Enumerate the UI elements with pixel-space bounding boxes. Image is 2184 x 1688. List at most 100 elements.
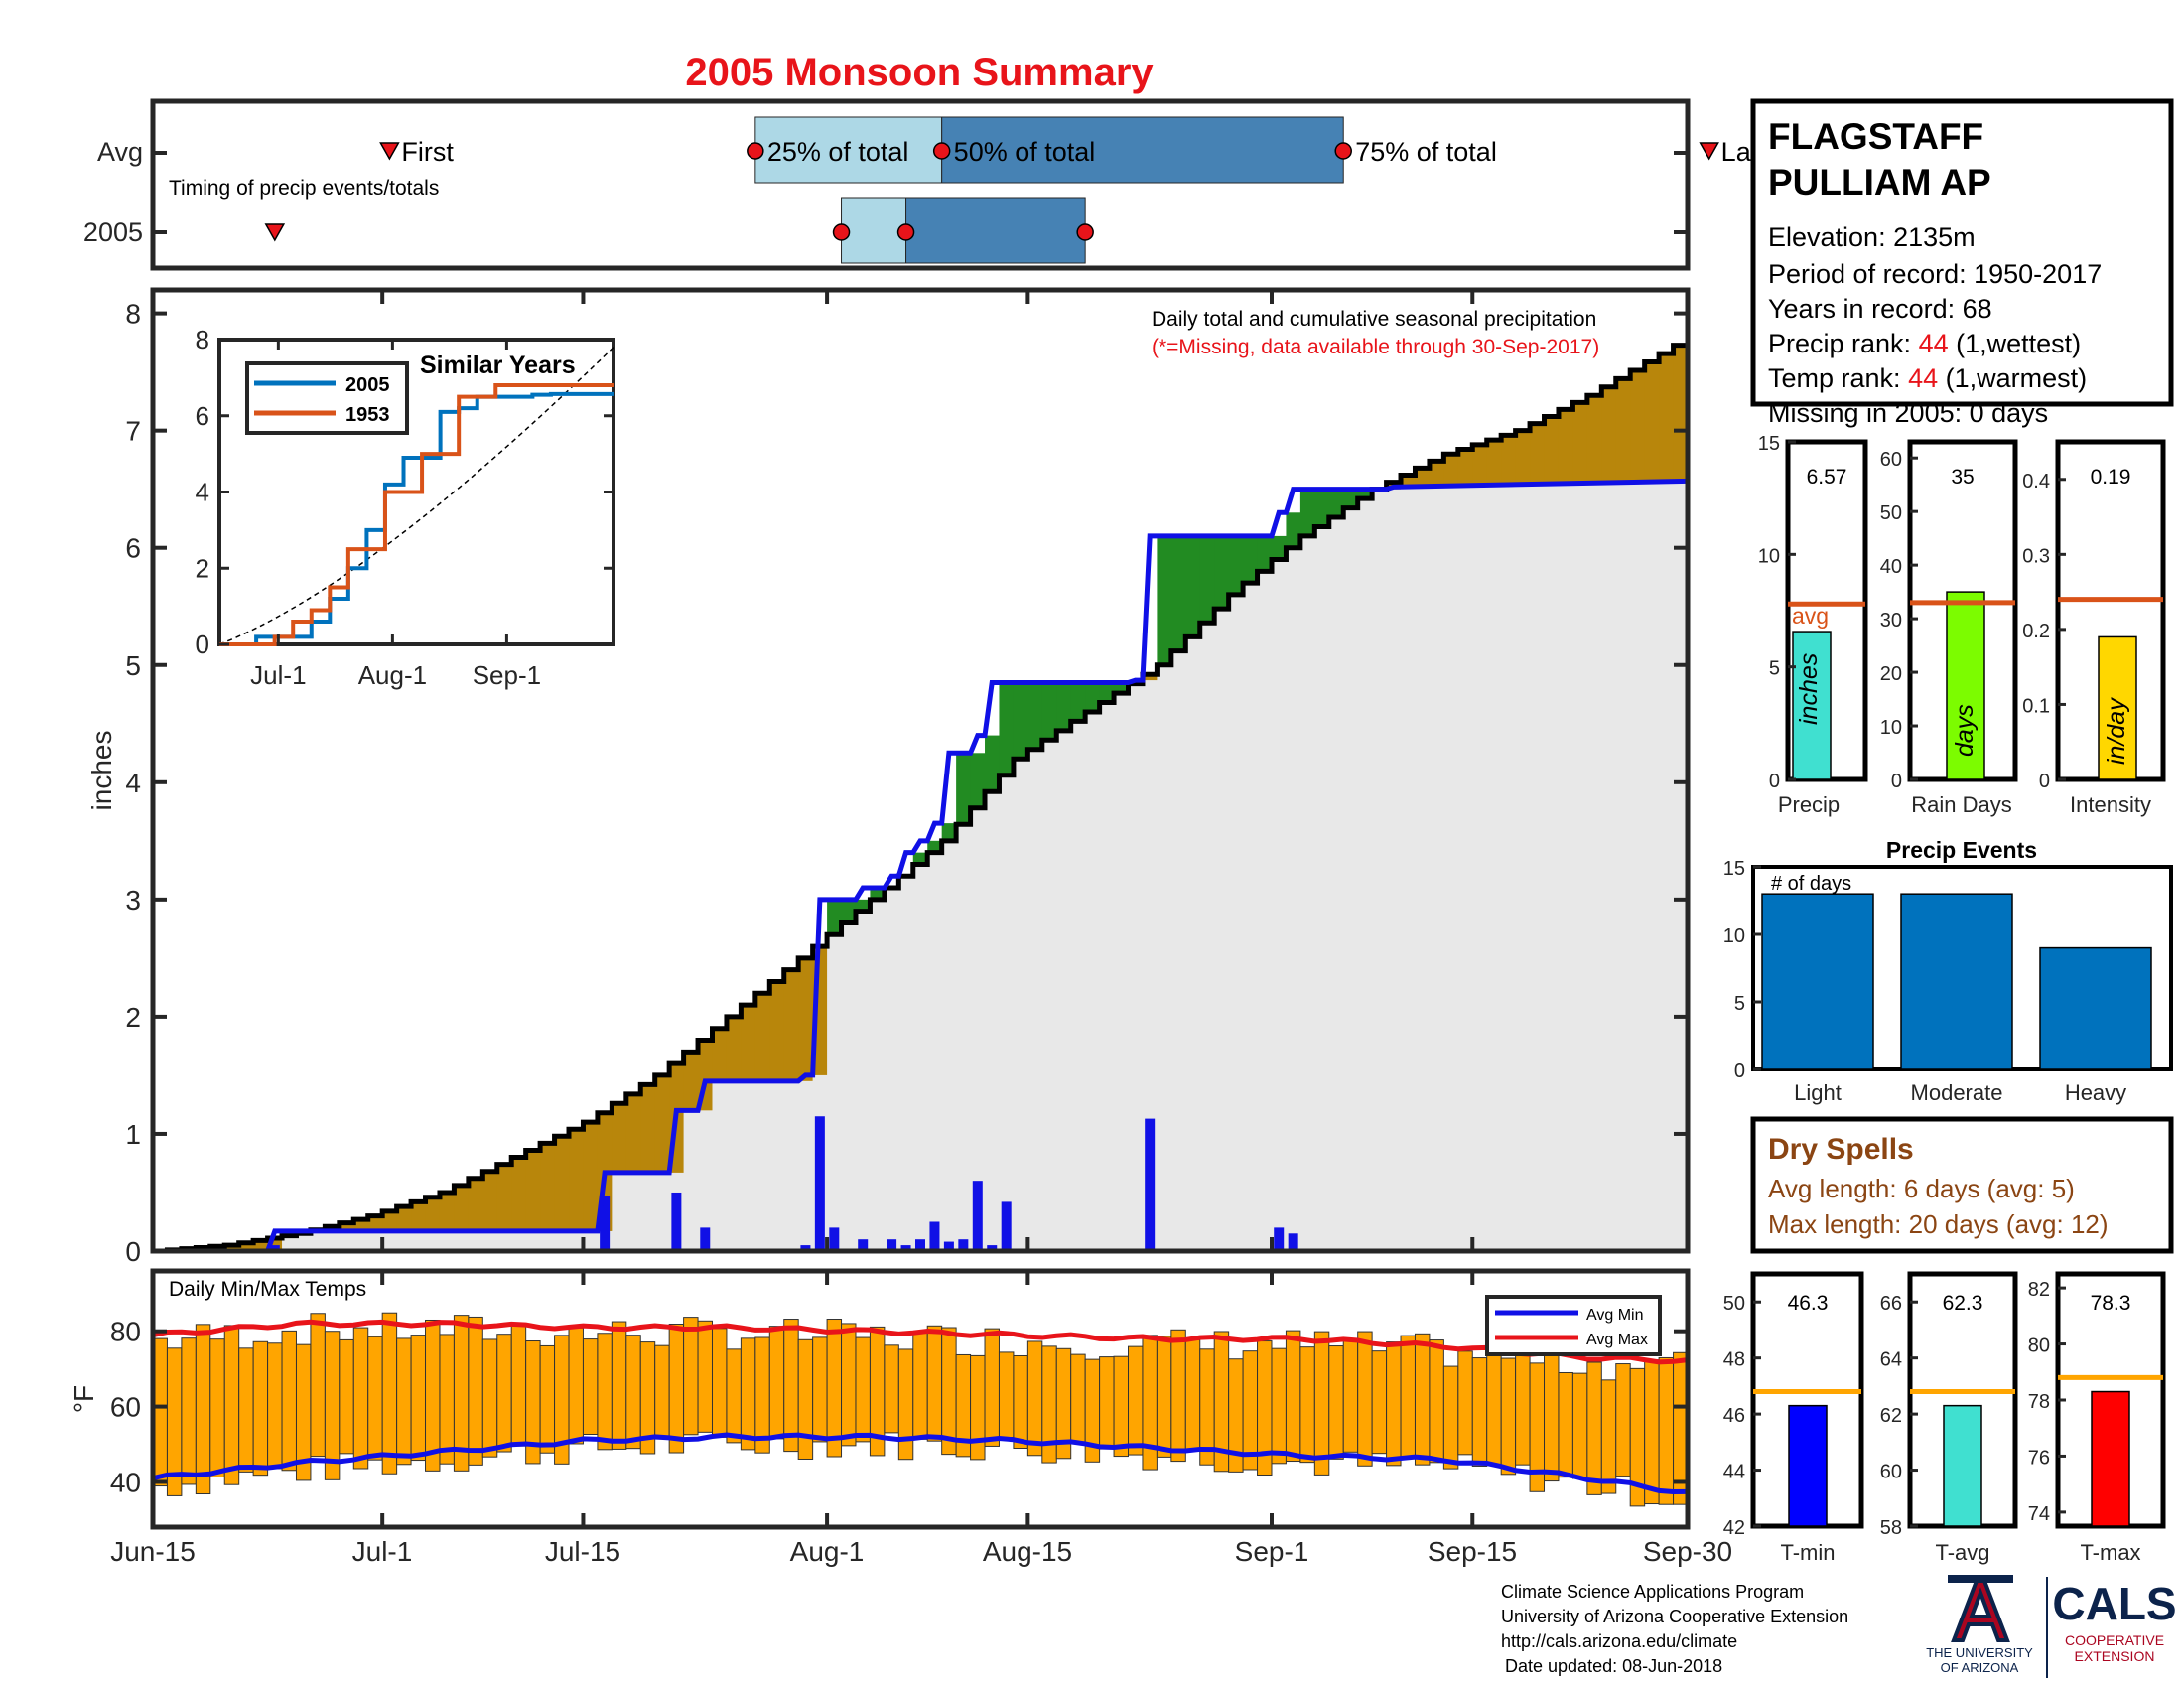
daily-temp-bar [468, 1316, 483, 1466]
tmin-ytick-label: 44 [1723, 1462, 1745, 1483]
cumulative-area [1099, 702, 1115, 1251]
daily-temp-bar [481, 1338, 498, 1458]
temp-title: Daily Min/Max Temps [169, 1278, 366, 1301]
block-a-icon [1951, 1579, 2010, 1642]
tmax-bar [2091, 1390, 2130, 1527]
cumulative-area [870, 899, 886, 1251]
deficit-area [1644, 361, 1660, 483]
precip-bar-panel: 0 5 10 15 6.57 avg inches Precip [1758, 433, 1868, 817]
cumulative-area [1601, 483, 1617, 1251]
surplus-area [1085, 682, 1101, 712]
cumulative-area [1673, 481, 1689, 1252]
surplus-area [956, 753, 972, 825]
cumulative-area [769, 1080, 785, 1251]
surplus-area [1299, 489, 1315, 536]
cumulative-area [454, 1230, 470, 1251]
deficit-area [1601, 386, 1617, 484]
precip-ytick-label: 5 [1769, 658, 1780, 680]
daily-temp-bar [855, 1336, 871, 1443]
xtick-label: Sep-30 [1643, 1536, 1732, 1567]
daily-precip-bar [600, 1196, 611, 1251]
timing-bar-year-q2 [905, 197, 1086, 264]
daily-temp-bar [1013, 1354, 1028, 1450]
daily-temp-bar [1471, 1357, 1488, 1467]
daily-precip-bar [858, 1239, 869, 1251]
main-ytick-label: 7 [125, 416, 141, 447]
events-bar-heavy [2039, 946, 2152, 1070]
tavg-value: 62.3 [1943, 1292, 1983, 1315]
cumulative-area [525, 1230, 541, 1251]
deficit-area [454, 1185, 470, 1231]
intensity-ytick-label: 0.1 [2022, 695, 2050, 717]
main-precip-chart: 0 1 2 3 4 5 6 7 8 inches Daily total and cumulat… [86, 287, 1691, 1267]
cumulative-area [985, 791, 1001, 1251]
cumulative-area [1357, 498, 1373, 1251]
xtick-label: Jul-1 [352, 1536, 413, 1567]
surplus-area [985, 735, 1001, 792]
daily-temp-bar [1586, 1361, 1602, 1495]
cumulative-area [741, 1080, 756, 1251]
daily-temp-bar [223, 1325, 240, 1485]
events-ytick-label: 10 [1723, 925, 1745, 947]
temp-legend-min: Avg Min [1586, 1307, 1644, 1324]
events-ytick-label: 15 [1723, 858, 1745, 880]
daily-temp-bar [1658, 1356, 1675, 1505]
daily-temp-bar [1558, 1371, 1573, 1478]
temp-legend [1485, 1295, 1662, 1356]
cumulative-area [482, 1230, 498, 1251]
cumulative-area [367, 1230, 383, 1251]
cumulative-area [496, 1230, 512, 1251]
tmin-label: T-min [1781, 1540, 1836, 1565]
rain-days-bar-panel: 0 10 20 30 40 50 60 35 days Rain Days [1880, 439, 2018, 817]
deficit-area [783, 969, 799, 1081]
precip-avg-label: avg [1792, 603, 1829, 629]
timing-avg-label: Avg [97, 137, 143, 167]
daily-temp-bar [683, 1317, 699, 1436]
cumulative-area [310, 1230, 326, 1251]
inset-legend-2005: 2005 [345, 374, 390, 396]
precip-ytick-label: 0 [1769, 771, 1780, 792]
x-axis-labels: Jun-15 Jul-1 Jul-15 Aug-1 Aug-15 Sep-1 S… [110, 1536, 1732, 1567]
deficit-area [1401, 475, 1417, 488]
daily-temp-bar [1357, 1331, 1373, 1467]
tavg-ytick-label: 64 [1880, 1349, 1902, 1371]
intensity-bar-value: 0.19 [2091, 466, 2131, 489]
events-xtick-label: Light [1794, 1080, 1842, 1105]
daily-temp-bar [783, 1319, 799, 1453]
cumulative-area [1314, 526, 1330, 1251]
deficit-area [612, 1103, 627, 1173]
cumulative-area [382, 1230, 398, 1251]
daily-precip-bar [929, 1221, 940, 1251]
daily-temp-bar [425, 1319, 441, 1472]
daily-temp-bar [1429, 1339, 1444, 1464]
inset-xtick-label: Aug-1 [358, 660, 427, 690]
cumulative-area [884, 888, 899, 1251]
deficit-area [468, 1178, 483, 1231]
timing-avg-first-marker [379, 142, 400, 161]
cumulative-area [1257, 571, 1273, 1251]
rain-days-ytick-label: 10 [1880, 717, 1902, 739]
daily-temp-bar [654, 1344, 670, 1440]
cumulative-area [511, 1230, 527, 1251]
deficit-area [1142, 674, 1159, 681]
surplus-area [1114, 682, 1130, 694]
daily-temp-bar [1113, 1355, 1130, 1458]
inset-avg-trend [218, 347, 614, 645]
avg-cumulative-line [153, 337, 1691, 1254]
daily-temp-bar [1342, 1339, 1359, 1453]
cumulative-area [1299, 535, 1315, 1251]
cumulative-area [1185, 636, 1201, 1251]
tmax-value: 78.3 [2091, 1292, 2131, 1315]
cumulative-area [1572, 483, 1588, 1251]
deficit-area [425, 1196, 441, 1231]
deficit-area [1501, 435, 1517, 486]
cumulative-area [1515, 484, 1531, 1251]
cumulative-area [956, 824, 972, 1251]
deficit-area [712, 1028, 728, 1081]
daily-temp-bar [1442, 1365, 1459, 1470]
station-missing: Missing in 2005: 0 days [1768, 398, 2048, 428]
cumulative-area [540, 1230, 556, 1251]
xtick-label: Jul-15 [545, 1536, 620, 1567]
surplus-area [827, 899, 843, 935]
